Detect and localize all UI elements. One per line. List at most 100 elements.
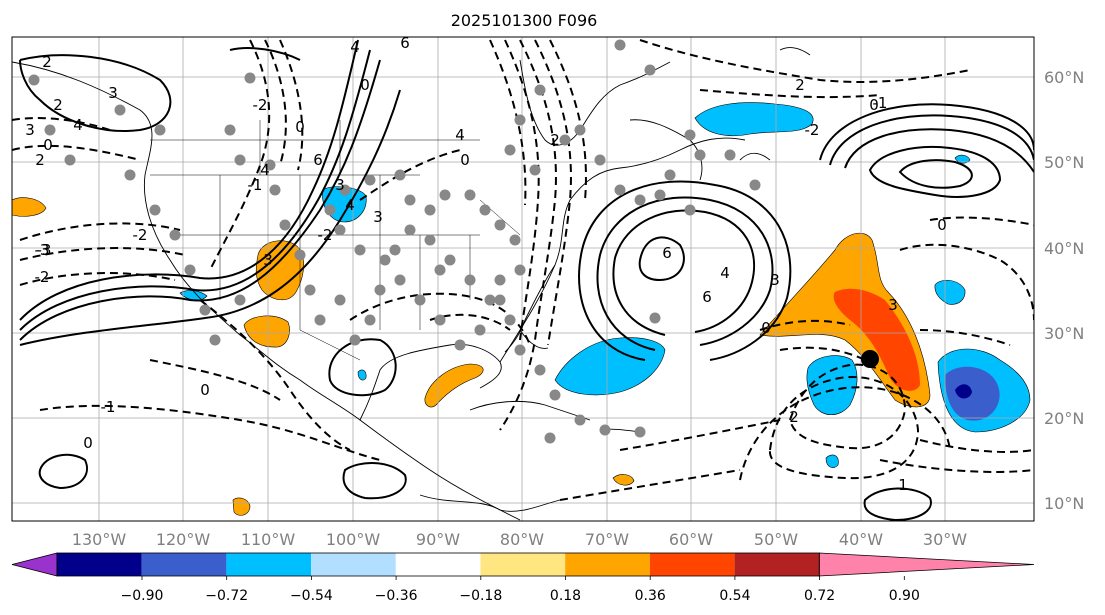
colorbar-tick-label: 0.90 xyxy=(889,588,920,604)
colorbar-bin xyxy=(57,553,142,576)
contour-label: 4 xyxy=(260,161,270,179)
station-marker xyxy=(484,294,496,306)
contour-label: -2 xyxy=(318,226,333,244)
station-marker xyxy=(504,144,516,156)
station-marker xyxy=(749,179,761,191)
station-marker xyxy=(269,184,281,196)
contour-label: 0 xyxy=(937,216,947,234)
contour-label: -2 xyxy=(133,226,148,244)
contour-label: -2 xyxy=(253,96,268,114)
station-marker xyxy=(154,124,166,136)
colorbar-bin xyxy=(141,553,227,576)
station-marker xyxy=(544,432,556,444)
station-marker xyxy=(574,124,586,136)
contour-label: 4 xyxy=(455,126,465,144)
negative-anomaly-area xyxy=(806,355,858,416)
contour-label: 1 xyxy=(898,476,908,494)
station-marker xyxy=(349,334,361,346)
latitude-labels: 60°N 50°N 40°N 30°N 20°N 10°N xyxy=(1044,68,1084,513)
colorbar-tick-label: −0.18 xyxy=(459,588,502,604)
negative-anomaly-area xyxy=(179,290,208,301)
contour-label: 6 xyxy=(313,151,323,169)
longitude-label: 110°W xyxy=(241,530,296,549)
colorbar-tick-label: −0.90 xyxy=(121,588,164,604)
station-marker xyxy=(404,224,416,236)
map-title: 2025101300 F096 xyxy=(451,11,598,30)
station-marker xyxy=(339,184,351,196)
longitude-label: 90°W xyxy=(416,530,460,549)
colorbar-tick-label: −0.72 xyxy=(205,588,248,604)
station-marker xyxy=(279,219,291,231)
longitude-label: 100°W xyxy=(326,530,381,549)
station-marker xyxy=(529,164,541,176)
contour-label: 3 xyxy=(108,84,118,102)
negative-height-contours xyxy=(12,39,1034,501)
colorbar-tick-label: 0.72 xyxy=(804,588,835,604)
station-marker xyxy=(444,254,456,266)
colorbar-bin xyxy=(480,553,566,576)
station-marker xyxy=(314,314,326,326)
colorbar-over-extension xyxy=(818,552,1035,577)
station-marker xyxy=(494,294,506,306)
station-marker xyxy=(64,154,76,166)
colorbar-bin xyxy=(734,553,820,576)
strong-negative-anomaly-area xyxy=(955,384,972,399)
station-marker xyxy=(374,284,386,296)
contour-label: 0 xyxy=(460,151,470,169)
contour-label: 3 xyxy=(263,251,273,269)
colorbar-tick-label: −0.36 xyxy=(375,588,418,604)
colorbar-bin xyxy=(649,553,735,576)
station-marker xyxy=(424,204,436,216)
station-marker xyxy=(209,334,221,346)
station-marker xyxy=(334,294,346,306)
coastlines xyxy=(12,47,811,521)
station-marker xyxy=(28,74,40,86)
positive-anomaly-area xyxy=(12,197,47,217)
contour-label: 4 xyxy=(720,264,730,282)
station-marker xyxy=(649,312,661,324)
station-marker xyxy=(354,244,366,256)
station-marker xyxy=(559,134,571,146)
station-marker xyxy=(634,194,646,206)
contour-label: 3 xyxy=(25,121,35,139)
station-marker xyxy=(514,114,526,126)
contour-label: 6 xyxy=(702,288,712,306)
moderate-negative-anomaly-area xyxy=(945,366,1000,421)
station-marker xyxy=(44,124,56,136)
colorbar-tick-label: −0.54 xyxy=(290,588,333,604)
latitude-label: 30°N xyxy=(1044,324,1084,343)
negative-anomaly-area xyxy=(934,280,966,305)
contour-label: 2 xyxy=(35,151,45,169)
station-marker xyxy=(534,84,546,96)
station-marker xyxy=(684,204,696,216)
contour-label: 2 xyxy=(42,53,52,71)
contour-label: 4 xyxy=(73,116,83,134)
contour-label: -2 xyxy=(35,268,50,286)
station-marker xyxy=(534,364,546,376)
colorbar-bin xyxy=(395,553,481,576)
station-marker xyxy=(504,314,516,326)
station-marker xyxy=(614,39,626,51)
station-marker xyxy=(439,189,451,201)
positive-anomaly-area xyxy=(243,315,290,348)
station-marker xyxy=(234,294,246,306)
longitude-label: 30°W xyxy=(923,530,967,549)
map-frame xyxy=(11,36,1035,522)
station-marker xyxy=(424,234,436,246)
colorbar-tick-label: 0.36 xyxy=(635,588,666,604)
latitude-label: 10°N xyxy=(1044,494,1084,513)
station-marker xyxy=(694,149,706,161)
colorbar-tick-label: 0.18 xyxy=(550,588,581,604)
positive-anomaly-area xyxy=(612,474,635,486)
station-marker xyxy=(634,426,646,438)
contour-label: 2 xyxy=(789,408,799,426)
gridlines xyxy=(12,37,1034,521)
contour-label: 2 xyxy=(53,96,63,114)
station-marker xyxy=(514,344,526,356)
contour-label: 0 xyxy=(200,381,210,399)
station-marker xyxy=(149,204,161,216)
station-marker xyxy=(184,264,196,276)
longitude-label: 130°W xyxy=(72,530,127,549)
station-marker xyxy=(394,169,406,181)
station-marker xyxy=(474,324,486,336)
